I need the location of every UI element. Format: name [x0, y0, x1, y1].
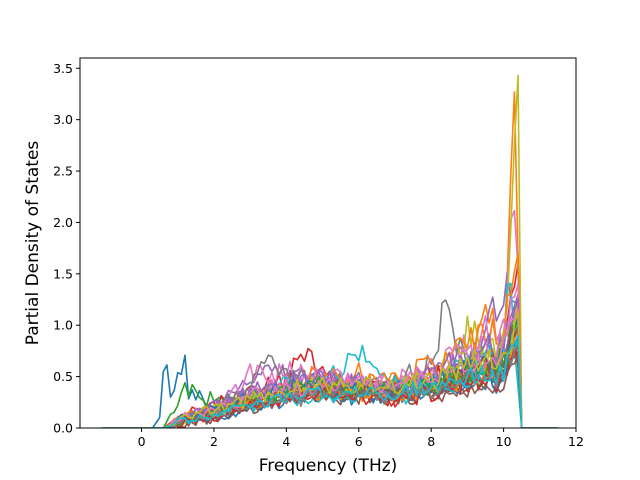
x-tick-label: 4 [282, 434, 290, 449]
series-lines [101, 74, 558, 428]
y-axis-label: Partial Density of States [23, 141, 43, 346]
x-tick-label: 10 [496, 434, 512, 449]
x-tick-label: 0 [138, 434, 146, 449]
y-tick-label: 2.0 [53, 215, 73, 230]
y-tick-label: 2.5 [53, 164, 73, 179]
y-tick-label: 1.5 [53, 266, 73, 281]
y-axis: 0.0 0.5 1.0 1.5 2.0 2.5 3.0 3.5 [53, 61, 80, 436]
x-tick-label: 12 [568, 434, 584, 449]
x-tick-label: 6 [355, 434, 363, 449]
pdos-series-line [101, 334, 558, 428]
x-tick-label: 2 [210, 434, 218, 449]
y-tick-label: 3.5 [53, 61, 73, 76]
y-tick-label: 3.0 [53, 112, 73, 127]
y-tick-label: 0.0 [53, 421, 73, 436]
y-tick-label: 0.5 [53, 369, 73, 384]
x-tick-label: 8 [427, 434, 435, 449]
x-axis: 0 2 4 6 8 10 12 [138, 428, 584, 449]
pdos-series-line [101, 342, 558, 428]
pdos-series-line [101, 309, 558, 428]
y-tick-label: 1.0 [53, 318, 73, 333]
x-axis-label: Frequency (THz) [259, 456, 398, 476]
plot-frame [79, 57, 577, 429]
